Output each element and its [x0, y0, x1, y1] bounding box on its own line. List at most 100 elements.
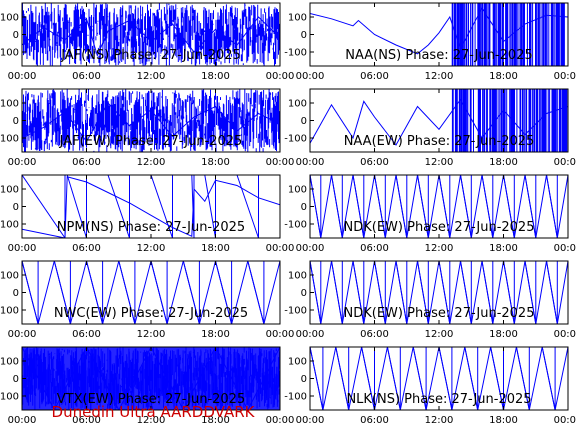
y-tick-label: 0	[13, 30, 19, 41]
y-tick-label: 0	[301, 202, 307, 213]
y-tick-label: 100	[288, 185, 307, 196]
y-tick-label: -100	[284, 306, 307, 317]
x-tick-label: 00:00	[266, 243, 295, 254]
panel-title: NDK(EW) Phase: 27-Jun-2025	[344, 220, 535, 235]
phase-panel: 00:00 06:00 12:00 18:00 00:00 100 0 -100 VTX(EW)…	[0, 346, 295, 426]
x-tick-label: 00:00	[296, 157, 325, 168]
x-tick-label: 18:00	[201, 329, 230, 340]
phase-panel: 00:00 06:00 12:00 18:00 00:00 100 0 -100 JAF(EW)…	[0, 88, 295, 168]
y-tick-label: -100	[0, 134, 19, 145]
y-tick-label: 0	[13, 374, 19, 385]
y-tick-label: -100	[0, 220, 19, 231]
x-tick-label: 06:00	[72, 329, 101, 340]
x-tick-label: 00:00	[8, 415, 37, 426]
x-tick-label: 00:00	[554, 329, 576, 340]
x-tick-label: 12:00	[425, 329, 454, 340]
x-tick-label: 06:00	[360, 71, 389, 82]
x-tick-label: 06:00	[72, 243, 101, 254]
x-tick-label: 12:00	[425, 71, 454, 82]
panel-title: NLK(NS) Phase: 27-Jun-2025	[346, 392, 531, 407]
y-tick-label: 0	[301, 30, 307, 41]
phase-trace-group	[22, 89, 280, 152]
x-tick-label: 00:00	[554, 71, 576, 82]
phase-panel: 00:00 06:00 12:00 18:00 00:00 100 0 -100 NWC(EW)…	[0, 260, 295, 340]
phase-panel: 00:00 06:00 12:00 18:00 00:00 100 0 -100 NDK(EW)…	[284, 174, 576, 254]
x-tick-label: 18:00	[201, 71, 230, 82]
phase-trace-group	[22, 175, 280, 238]
x-tick-label: 18:00	[489, 415, 518, 426]
x-tick-label: 00:00	[8, 71, 37, 82]
x-tick-label: 00:00	[296, 415, 325, 426]
x-tick-label: 18:00	[489, 243, 518, 254]
y-tick-label: -100	[0, 392, 19, 403]
phase-trace-group	[22, 347, 280, 410]
x-tick-label: 12:00	[137, 157, 166, 168]
panel-title: NDK(EW) Phase: 27-Jun-2025	[344, 306, 535, 321]
x-tick-label: 00:00	[296, 71, 325, 82]
x-tick-label: 00:00	[296, 243, 325, 254]
x-tick-label: 06:00	[360, 157, 389, 168]
phase-panel: 00:00 06:00 12:00 18:00 00:00 100 0 -100 NAA(EW)…	[284, 88, 576, 168]
y-tick-label: 100	[0, 185, 19, 196]
y-tick-label: -100	[284, 392, 307, 403]
x-tick-label: 06:00	[72, 71, 101, 82]
y-tick-label: 100	[0, 99, 19, 110]
x-tick-label: 00:00	[266, 329, 295, 340]
panel-title: NWC(EW) Phase: 27-Jun-2025	[54, 306, 248, 321]
y-tick-label: 100	[0, 13, 19, 24]
footer-label: Dunedin Ultra AARDDVARK	[51, 403, 255, 421]
x-tick-label: 12:00	[425, 415, 454, 426]
x-tick-label: 06:00	[360, 415, 389, 426]
panel-title: NPM(NS) Phase: 27-Jun-2025	[57, 220, 245, 235]
x-tick-label: 00:00	[266, 71, 295, 82]
phase-trace-group	[310, 89, 568, 152]
x-tick-label: 18:00	[201, 415, 230, 426]
phase-panel: 00:00 06:00 12:00 18:00 00:00 100 0 -100 NPM(NS)…	[0, 174, 295, 254]
x-tick-label: 18:00	[201, 157, 230, 168]
x-tick-label: 12:00	[137, 329, 166, 340]
x-tick-label: 12:00	[137, 243, 166, 254]
phase-trace-group	[310, 347, 568, 410]
noise-trace	[451, 3, 565, 66]
x-tick-label: 18:00	[201, 243, 230, 254]
x-tick-label: 00:00	[8, 329, 37, 340]
x-tick-label: 00:00	[8, 157, 37, 168]
x-tick-label: 06:00	[360, 243, 389, 254]
x-tick-label: 00:00	[554, 415, 576, 426]
y-tick-label: -100	[284, 220, 307, 231]
x-tick-label: 06:00	[360, 329, 389, 340]
x-tick-label: 06:00	[72, 157, 101, 168]
x-tick-label: 12:00	[137, 71, 166, 82]
y-tick-label: 0	[13, 288, 19, 299]
y-tick-label: 100	[288, 13, 307, 24]
phase-panel: 00:00 06:00 12:00 18:00 00:00 100 0 -100 NDK(EW)…	[284, 260, 576, 340]
y-tick-label: 100	[0, 357, 19, 368]
panel-title: JAF(EW) Phase: 27-Jun-2025	[59, 134, 243, 149]
phase-trace-group	[310, 3, 568, 66]
y-tick-label: 0	[13, 116, 19, 127]
x-tick-label: 00:00	[266, 157, 295, 168]
y-tick-label: 100	[288, 357, 307, 368]
panel-title: NAA(NS) Phase: 27-Jun-2025	[345, 48, 533, 63]
y-tick-label: 0	[301, 116, 307, 127]
x-tick-label: 06:00	[72, 415, 101, 426]
y-tick-label: 100	[288, 271, 307, 282]
panel-title: JAF(NS) Phase: 27-Jun-2025	[60, 48, 241, 63]
y-tick-label: -100	[284, 48, 307, 59]
x-tick-label: 18:00	[489, 157, 518, 168]
y-tick-label: 100	[0, 271, 19, 282]
x-tick-label: 00:00	[266, 415, 295, 426]
x-tick-label: 18:00	[489, 329, 518, 340]
y-tick-label: 0	[13, 202, 19, 213]
x-tick-label: 12:00	[137, 415, 166, 426]
saturated-fill	[22, 347, 280, 410]
x-tick-label: 18:00	[489, 71, 518, 82]
series-line	[310, 98, 568, 146]
x-tick-label: 00:00	[8, 243, 37, 254]
y-tick-label: 0	[301, 288, 307, 299]
noise-trace	[22, 89, 280, 152]
panel-title: NAA(EW) Phase: 27-Jun-2025	[344, 134, 535, 149]
phase-panel: 00:00 06:00 12:00 18:00 00:00 100 0 -100 NLK(NS)…	[284, 346, 576, 426]
y-tick-label: 0	[301, 374, 307, 385]
phase-trace-group	[22, 261, 280, 324]
